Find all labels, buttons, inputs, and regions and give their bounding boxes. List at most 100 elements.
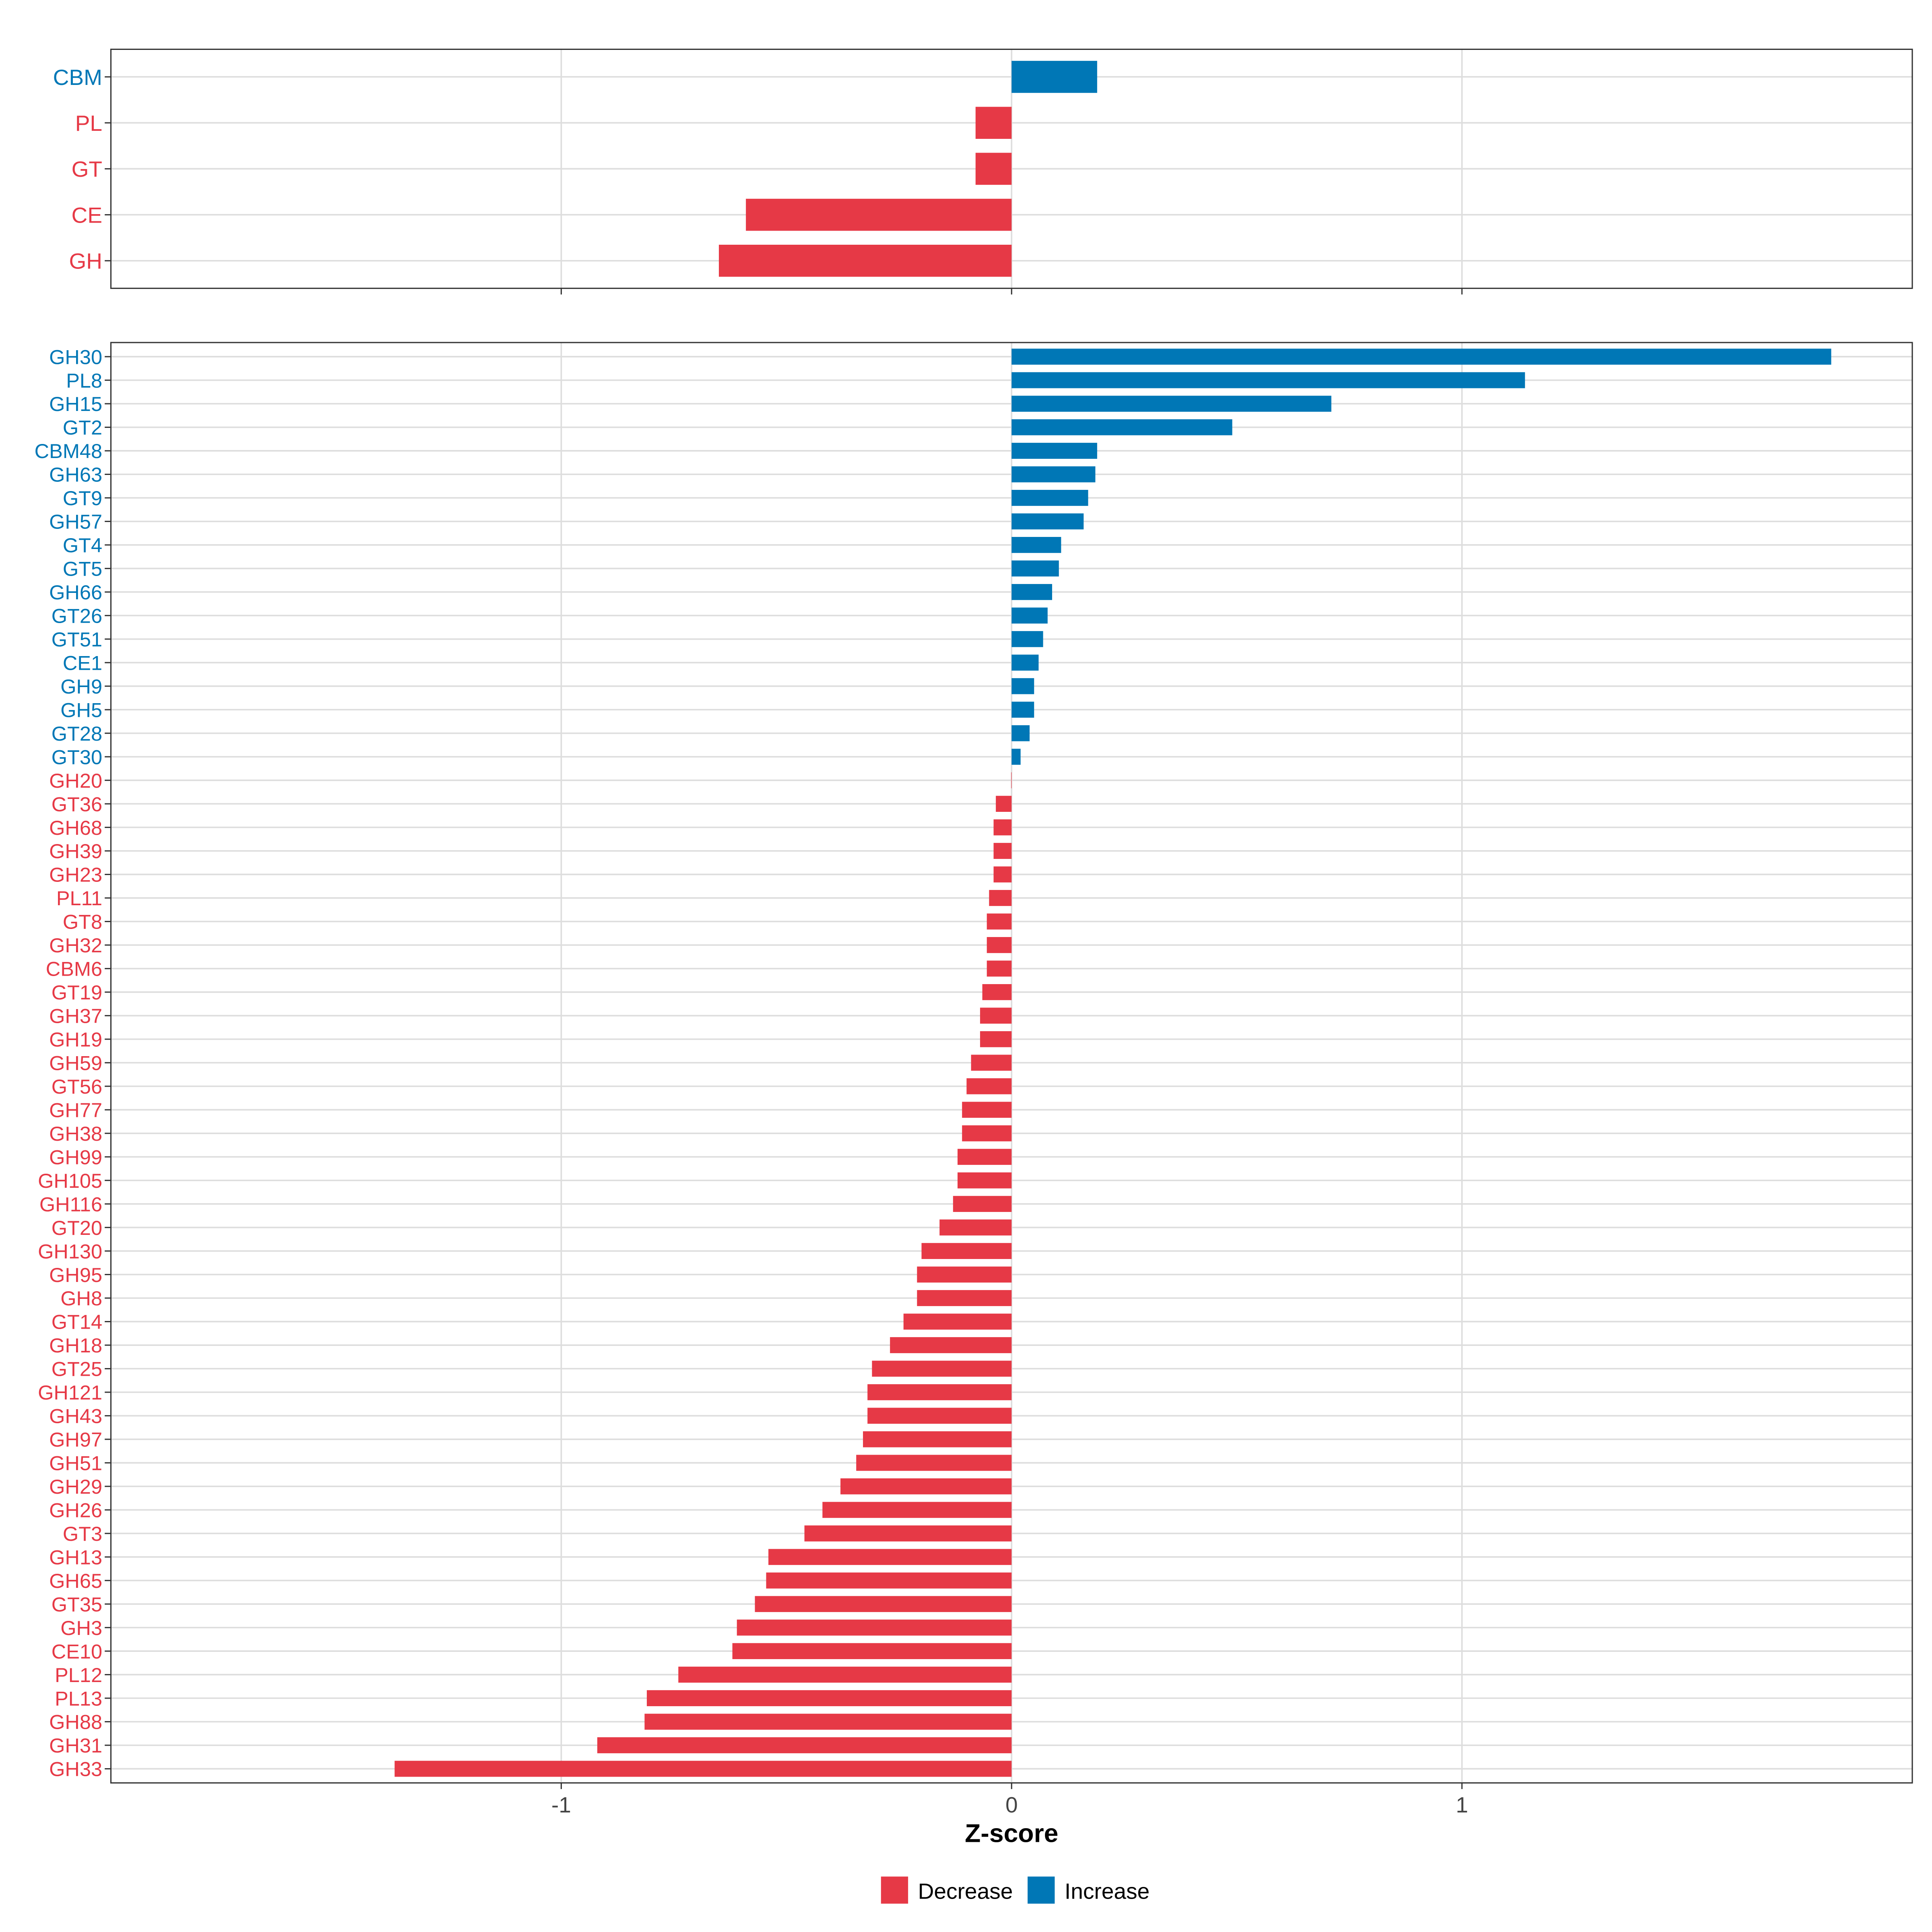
y-tick-label: GH121 — [38, 1381, 102, 1404]
y-tick-label: GH57 — [49, 510, 102, 533]
y-tick-label: GH23 — [49, 863, 102, 886]
y-tick-label: PL12 — [55, 1664, 102, 1686]
bar-CBM48 — [1011, 443, 1097, 459]
x-tick-label: -1 — [551, 1792, 571, 1817]
bar-CE — [746, 198, 1012, 231]
y-tick-label: GH130 — [38, 1240, 102, 1263]
bar-PL12 — [678, 1666, 1012, 1683]
y-tick-label: GT28 — [52, 722, 102, 745]
y-tick-label: GH39 — [49, 840, 102, 863]
bar-GH59 — [971, 1055, 1012, 1071]
bar-GT36 — [996, 796, 1012, 812]
bar-GT9 — [1011, 490, 1088, 506]
bar-GH97 — [863, 1431, 1012, 1447]
y-tick-label: GT25 — [52, 1358, 102, 1381]
y-tick-label: GH43 — [49, 1405, 102, 1428]
y-tick-label: GT14 — [52, 1311, 102, 1333]
bar-GH31 — [597, 1737, 1012, 1753]
bar-GT4 — [1011, 537, 1061, 553]
y-tick-label: GH9 — [60, 675, 102, 698]
legend-swatch-decrease — [881, 1876, 908, 1904]
bar-GH3 — [737, 1619, 1012, 1636]
top-panel: CBM PL GT CE GH — [53, 48, 1913, 295]
bar-GH51 — [856, 1455, 1012, 1471]
bar-GH29 — [840, 1478, 1012, 1494]
bar-GH5 — [1011, 702, 1034, 718]
y-tick-label: CE10 — [52, 1640, 102, 1663]
bar-GT30 — [1011, 749, 1021, 765]
x-axis-title: Z-score — [965, 1819, 1058, 1848]
bar-GT20 — [939, 1219, 1012, 1236]
y-tick-label: GT36 — [52, 793, 102, 815]
y-tick-label: GT8 — [63, 910, 102, 933]
bar-GH18 — [890, 1337, 1012, 1353]
bar-CBM6 — [987, 960, 1012, 977]
bar-PL13 — [646, 1690, 1012, 1706]
bar-GH9 — [1011, 678, 1034, 694]
y-tick-label: GH51 — [49, 1452, 102, 1475]
y-tick-label: CE — [72, 202, 103, 227]
y-tick-label: GH65 — [49, 1569, 102, 1592]
y-tick-label: GT — [72, 157, 103, 182]
bar-GH23 — [993, 866, 1012, 883]
bar-GT35 — [755, 1596, 1012, 1612]
y-tick-label: GH29 — [49, 1475, 102, 1498]
y-tick-label: GH63 — [49, 463, 102, 486]
bar-GH43 — [867, 1408, 1012, 1424]
y-tick-label: GH97 — [49, 1428, 102, 1451]
y-tick-label: GH26 — [49, 1499, 102, 1521]
bar-GH57 — [1011, 513, 1084, 530]
bar-GT14 — [903, 1313, 1012, 1330]
y-tick-label: GT4 — [63, 534, 102, 557]
bar-GH39 — [993, 843, 1012, 859]
y-tick-label: PL11 — [56, 887, 102, 910]
bar-GH33 — [394, 1761, 1012, 1777]
bar-PL11 — [989, 890, 1012, 906]
y-tick-label: CBM — [53, 65, 102, 90]
y-tick-label: GH105 — [38, 1169, 102, 1192]
y-tick-label: GH3 — [60, 1616, 102, 1639]
bar-CE1 — [1011, 654, 1039, 671]
y-tick-label: GT56 — [52, 1075, 102, 1098]
bar-GT25 — [872, 1360, 1012, 1377]
y-tick-label: GT2 — [63, 416, 102, 439]
bar-GT3 — [804, 1525, 1012, 1542]
bar-GT5 — [1011, 560, 1059, 577]
legend-label-increase: Increase — [1065, 1878, 1150, 1903]
y-tick-label: GH37 — [49, 1005, 102, 1028]
bar-GH105 — [958, 1172, 1012, 1189]
y-tick-label: GH5 — [60, 698, 102, 721]
y-tick-label: GH77 — [49, 1098, 102, 1121]
y-tick-label: GT3 — [63, 1522, 102, 1545]
bar-GT28 — [1011, 725, 1030, 741]
y-tick-label: GH95 — [49, 1263, 102, 1286]
bar-GH116 — [953, 1196, 1012, 1212]
bar-PL — [975, 107, 1012, 139]
y-tick-label: GT9 — [63, 487, 102, 510]
panel-border — [110, 342, 1913, 1784]
y-tick-label: CBM6 — [46, 958, 102, 980]
panel-border — [110, 48, 1913, 289]
bar-GH121 — [867, 1384, 1012, 1400]
bar-GH30 — [1011, 349, 1831, 365]
y-tick-label: GH88 — [49, 1711, 102, 1734]
bar-GT8 — [987, 913, 1012, 930]
y-tick-label: GT19 — [52, 981, 102, 1004]
y-tick-label: GH18 — [49, 1334, 102, 1357]
bar-GH99 — [958, 1149, 1012, 1165]
y-tick-label: GH99 — [49, 1146, 102, 1168]
bar-GH88 — [644, 1713, 1012, 1730]
y-tick-label: GH33 — [49, 1758, 102, 1781]
y-tick-label: GH31 — [49, 1734, 102, 1757]
bar-GH66 — [1011, 584, 1052, 600]
bar-GH65 — [766, 1572, 1012, 1589]
y-tick-label: GH68 — [49, 816, 102, 839]
bar-GH26 — [822, 1502, 1012, 1518]
bar-GH13 — [768, 1549, 1012, 1565]
y-tick-label: GT51 — [52, 628, 102, 651]
bar-GH15 — [1011, 396, 1331, 412]
y-tick-label: GH — [69, 249, 102, 274]
bar-PL8 — [1011, 372, 1525, 388]
bar-GT2 — [1011, 419, 1232, 436]
bar-GH77 — [962, 1102, 1012, 1118]
